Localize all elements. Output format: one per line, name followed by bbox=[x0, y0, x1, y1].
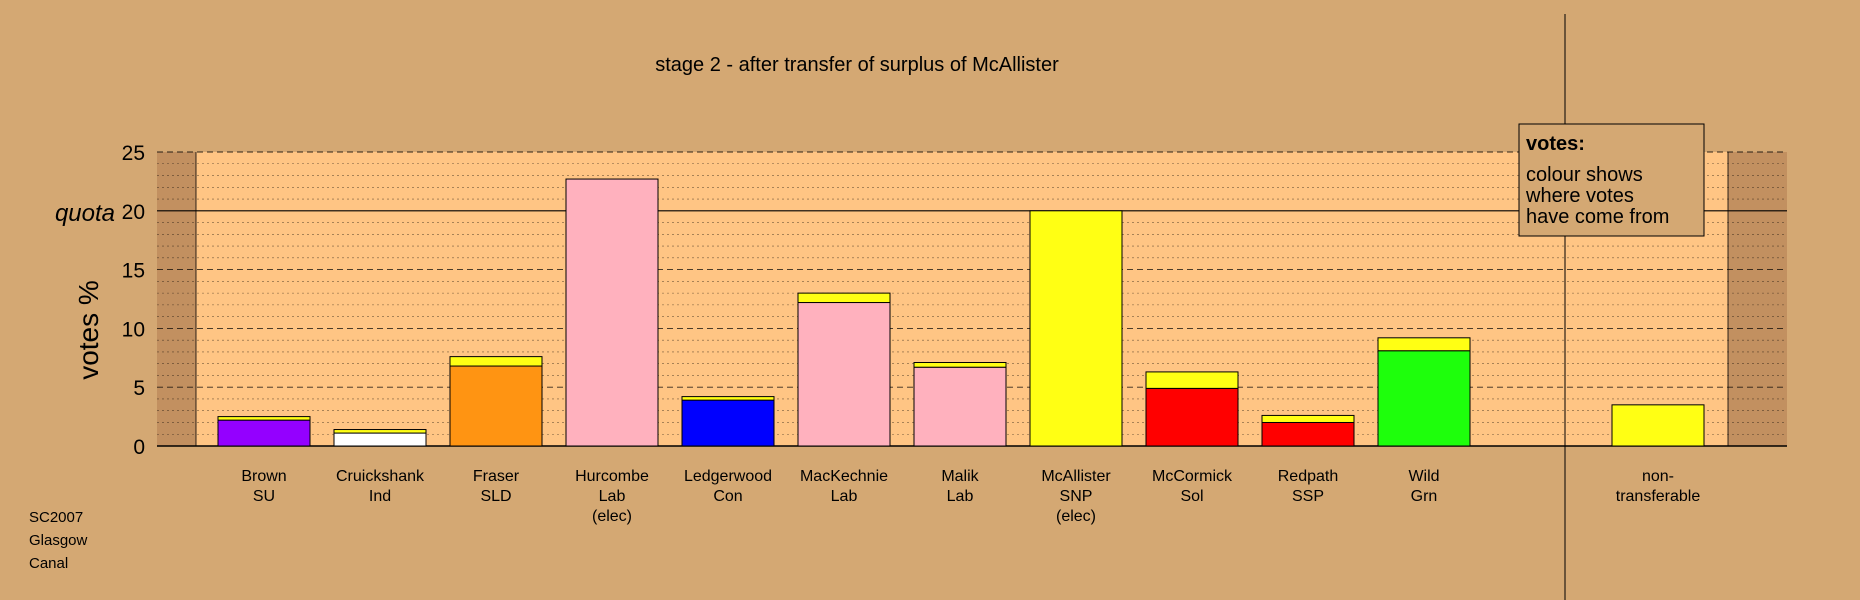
candidate-name: McCormick bbox=[1152, 468, 1233, 485]
candidate-party: Lab bbox=[831, 488, 858, 505]
non-transferable-label: transferable bbox=[1616, 488, 1701, 505]
bar-transfer-wild bbox=[1377, 337, 1471, 352]
candidate-party: SLD bbox=[480, 488, 511, 505]
y-tick-label: 25 bbox=[122, 142, 145, 165]
y-axis: 0 5 10 15 20 25 bbox=[122, 142, 145, 459]
y-tick-label: 10 bbox=[122, 318, 145, 341]
candidate-party: Lab bbox=[599, 488, 626, 505]
quota-label: quota bbox=[55, 200, 115, 227]
candidate-note: (elec) bbox=[1056, 508, 1096, 525]
bar-own-redpath bbox=[1261, 421, 1355, 447]
legend-line: where votes bbox=[1525, 185, 1634, 207]
candidate-labels: Brown SU Cruickshank Ind Fraser SLD Hurcombe La… bbox=[241, 468, 1700, 525]
candidate-name: Cruickshank bbox=[336, 468, 425, 485]
candidate-name: Redpath bbox=[1278, 468, 1339, 485]
source-line: Canal bbox=[29, 555, 68, 572]
legend-line: have come from bbox=[1526, 206, 1669, 228]
bar-transfer-cruickshank bbox=[333, 429, 427, 434]
legend-line: colour shows bbox=[1526, 164, 1643, 186]
grid-lines bbox=[157, 151, 1787, 447]
candidate-party: SNP bbox=[1060, 488, 1093, 505]
bar-transfer-malik bbox=[913, 362, 1007, 368]
y-tick-label: 0 bbox=[133, 436, 145, 459]
candidate-name: Hurcombe bbox=[575, 468, 649, 485]
bar-own-ledgerwood bbox=[681, 399, 775, 447]
candidate-party: SSP bbox=[1292, 488, 1324, 505]
candidate-party: Con bbox=[713, 488, 742, 505]
bar-own-hurcombe bbox=[565, 178, 659, 447]
bar-own-cruickshank bbox=[333, 432, 427, 447]
candidate-party: SU bbox=[253, 488, 275, 505]
bar-transfer-mccormick bbox=[1145, 371, 1239, 389]
candidate-name: Ledgerwood bbox=[684, 468, 772, 485]
y-tick-label: 15 bbox=[122, 260, 145, 283]
bar-own-brown bbox=[217, 419, 311, 447]
source-line: Glasgow bbox=[29, 532, 88, 549]
candidate-party: Ind bbox=[369, 488, 391, 505]
bar-own-mackechnie bbox=[797, 302, 891, 447]
non-transferable-label: non- bbox=[1642, 468, 1674, 485]
bar-transfer-mackechnie bbox=[797, 292, 891, 304]
bars bbox=[217, 178, 1705, 447]
candidate-name: Malik bbox=[941, 468, 979, 485]
legend-box bbox=[1518, 123, 1705, 237]
bar-own-mcallister bbox=[1029, 210, 1123, 447]
candidate-party: Lab bbox=[947, 488, 974, 505]
bar-own-fraser bbox=[449, 365, 543, 447]
bar-non-transferable bbox=[1611, 404, 1705, 447]
bar-own-wild bbox=[1377, 350, 1471, 447]
bar-own-malik bbox=[913, 366, 1007, 447]
candidate-name: Brown bbox=[241, 468, 286, 485]
source-line: SC2007 bbox=[29, 509, 83, 526]
candidate-name: MacKechnie bbox=[800, 468, 888, 485]
bar-transfer-fraser bbox=[449, 356, 543, 367]
bar-transfer-ledgerwood bbox=[681, 396, 775, 401]
candidate-name: McAllister bbox=[1041, 468, 1111, 485]
y-tick-label: 5 bbox=[133, 377, 145, 400]
candidate-party: Grn bbox=[1411, 488, 1438, 505]
y-tick-label: 20 bbox=[122, 201, 145, 224]
bar-transfer-brown bbox=[217, 416, 311, 421]
legend: votes: colour shows where votes have com… bbox=[1518, 123, 1705, 237]
candidate-name: Fraser bbox=[473, 468, 520, 485]
y-axis-label: votes % bbox=[73, 280, 104, 380]
legend-title: votes: bbox=[1526, 133, 1585, 155]
candidate-note: (elec) bbox=[592, 508, 632, 525]
chart-title: stage 2 - after transfer of surplus of M… bbox=[655, 54, 1059, 76]
candidate-party: Sol bbox=[1180, 488, 1203, 505]
bar-own-mccormick bbox=[1145, 387, 1239, 447]
bar-transfer-redpath bbox=[1261, 414, 1355, 423]
candidate-name: Wild bbox=[1408, 468, 1439, 485]
